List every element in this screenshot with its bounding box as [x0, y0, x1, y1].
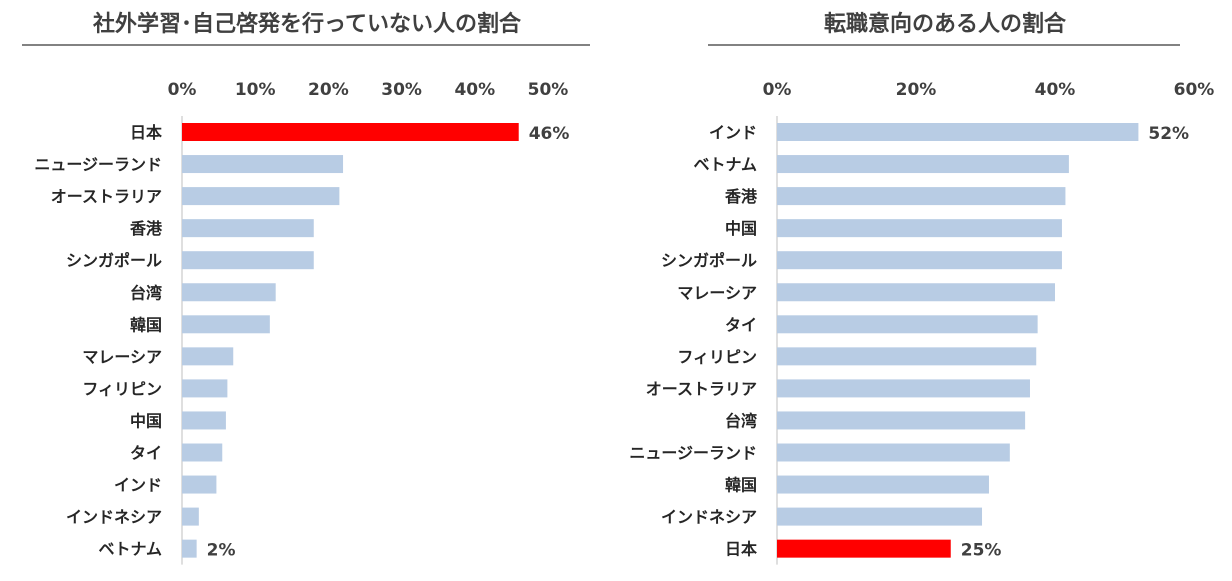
x-tick-label: 30%: [381, 80, 422, 100]
data-label: 52%: [1148, 124, 1189, 144]
data-label: 46%: [529, 124, 570, 144]
bar: [777, 123, 1139, 141]
bar: [182, 347, 234, 366]
bar: [777, 155, 1069, 174]
bar: [777, 475, 989, 494]
category-label: フィリピン: [677, 347, 757, 366]
x-tick-label: 40%: [1035, 80, 1076, 100]
category-label: 中国: [725, 219, 757, 238]
data-label: 25%: [961, 541, 1002, 561]
data-label: 2%: [207, 541, 236, 561]
category-label: オーストラリア: [51, 187, 162, 206]
category-label: 中国: [130, 411, 162, 430]
category-label: シンガポール: [66, 251, 162, 270]
category-label: フィリピン: [82, 379, 162, 398]
category-label: タイ: [130, 444, 162, 463]
category-label: ニュージーランド: [629, 444, 757, 463]
bar: [182, 251, 314, 270]
category-label: オーストラリア: [646, 379, 757, 398]
bar: [777, 251, 1062, 270]
category-label: 香港: [724, 187, 758, 206]
category-label: 台湾: [725, 411, 757, 430]
category-label: マレーシア: [82, 347, 162, 366]
category-label: ベトナム: [693, 155, 757, 174]
bar: [777, 539, 951, 558]
category-label: タイ: [725, 315, 757, 334]
bar: [777, 411, 1026, 430]
chart-1: 社外学習･自己啓発を行っていない人の割合 0% 10% 20% 30% 40% 50% 日本 4…: [22, 11, 590, 565]
bar: [777, 507, 983, 526]
x-tick-label: 10%: [235, 80, 276, 100]
category-label: 日本: [130, 123, 162, 142]
x-tick-label: 0%: [168, 80, 197, 100]
bar: [182, 155, 344, 174]
chart-title: 転職意向のある人の割合: [824, 11, 1067, 37]
bar: [777, 219, 1062, 238]
x-tick-label: 20%: [896, 80, 937, 100]
bar: [182, 539, 197, 558]
category-label: 日本: [725, 540, 757, 559]
bar: [777, 283, 1055, 302]
x-tick-label: 0%: [763, 80, 792, 100]
x-tick-label: 60%: [1174, 80, 1215, 100]
category-label: インドネシア: [66, 508, 162, 527]
bar: [182, 315, 270, 334]
category-label: 韓国: [130, 315, 162, 334]
chart-title: 社外学習･自己啓発を行っていない人の割合: [93, 11, 522, 37]
category-label: 韓国: [725, 476, 757, 495]
x-tick-label: 20%: [308, 80, 349, 100]
bar: [777, 347, 1037, 366]
bar: [182, 283, 276, 302]
x-tick-label: 40%: [454, 80, 495, 100]
bar: [182, 411, 226, 430]
category-label: インド: [709, 123, 757, 142]
bar: [182, 379, 228, 398]
category-label: シンガポール: [661, 251, 757, 270]
category-label: インド: [114, 476, 162, 495]
bar: [182, 187, 340, 206]
category-label: ベトナム: [98, 540, 162, 559]
category-label: 香港: [129, 219, 163, 238]
bar: [182, 123, 519, 141]
bar: [777, 315, 1038, 334]
bar: [182, 507, 199, 526]
category-label: 台湾: [130, 283, 162, 302]
category-label: インドネシア: [661, 508, 757, 527]
bar: [182, 475, 217, 494]
bar: [182, 219, 314, 238]
category-label: ニュージーランド: [34, 155, 162, 174]
bar: [777, 379, 1030, 398]
x-tick-label: 50%: [528, 80, 569, 100]
chart-2: 転職意向のある人の割合 0% 20% 40% 60% インド 52% ベトナム香港中国シンガポ…: [629, 11, 1214, 565]
bar: [777, 187, 1066, 206]
bar: [777, 443, 1010, 462]
category-label: マレーシア: [677, 283, 757, 302]
bar: [182, 443, 223, 462]
